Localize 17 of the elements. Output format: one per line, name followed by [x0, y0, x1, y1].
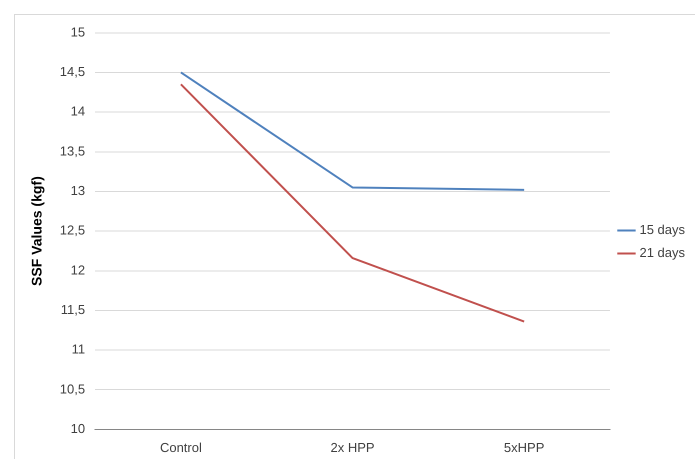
legend-label: 21 days: [639, 245, 686, 260]
y-tick-label: 14,5: [60, 64, 86, 80]
y-tick-label: 12: [70, 262, 86, 278]
y-tick-label: 11,5: [60, 302, 86, 317]
legend-label: 15 days: [639, 222, 686, 238]
y-tick-label: 10,5: [60, 381, 86, 396]
y-tick-label: 14: [70, 104, 86, 119]
x-tick-label: 5xHPP: [504, 440, 544, 455]
y-axis-title: SSF Values (kgf): [28, 176, 44, 286]
y-tick-label: 13,5: [60, 143, 86, 158]
y-tick-label: 15: [70, 24, 86, 40]
y-tick-label: 13: [70, 183, 86, 198]
y-tick-label: 12,5: [60, 222, 86, 238]
y-tick-label: 10: [70, 420, 86, 436]
x-tick-label: 2x HPP: [330, 440, 375, 455]
y-tick-label: 11: [72, 342, 86, 357]
x-tick-label: Control: [160, 440, 202, 455]
